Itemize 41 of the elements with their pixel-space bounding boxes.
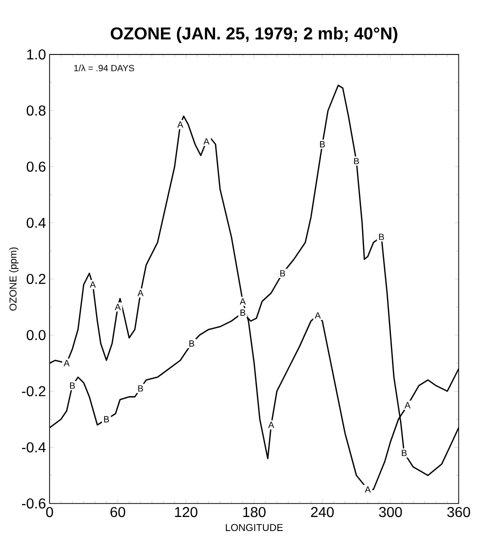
text: A (240, 298, 246, 304)
text: B (189, 340, 194, 347)
annotation: 1/λ = .94 DAYS (74, 64, 134, 72)
y-tick-label: -0.6 (22, 498, 46, 509)
x-tick-label: 120 (175, 506, 198, 518)
text: A (114, 304, 121, 310)
x-axis-title: LONGITUDE (226, 524, 283, 532)
series-label: B (280, 270, 286, 276)
x-tick-label: 0 (46, 506, 54, 518)
text: B (70, 382, 75, 389)
text: B (240, 310, 246, 316)
text: A (177, 122, 184, 128)
x-tick-label: 180 (243, 506, 266, 518)
text: B (138, 385, 144, 392)
text: A (268, 422, 274, 428)
y-tick-label: 0.2 (26, 274, 46, 284)
y-tick-label: 0.4 (26, 218, 46, 228)
y-axis-title: OZONE (ppm) (9, 247, 18, 311)
x-tick-label: 300 (379, 506, 402, 518)
y-tick-label: 1.0 (27, 49, 46, 60)
text: A (64, 360, 70, 366)
text: A (90, 281, 96, 288)
text: B (354, 158, 359, 164)
y-tick-label: -0.4 (22, 442, 46, 452)
chart-title: OZONE (JAN. 25, 1979; 2 mb; 40°N) (110, 26, 398, 43)
text: B (402, 450, 407, 456)
text: B (104, 416, 109, 422)
y-tick-label: 0.6 (26, 162, 46, 172)
x-tick-label: 360 (447, 506, 470, 518)
y-tick-label: 0.0 (26, 330, 46, 340)
text: A (138, 290, 144, 296)
text: A (404, 402, 411, 408)
x-tick-label: 60 (110, 506, 126, 518)
text: A (364, 486, 371, 493)
text: A (314, 312, 321, 319)
y-tick-label: 0.8 (26, 105, 46, 116)
series-label: A (203, 138, 210, 145)
text: B (320, 141, 325, 148)
x-tick-label: 240 (311, 506, 334, 518)
text: B (379, 234, 384, 240)
y-tick-label: -0.2 (22, 386, 46, 396)
